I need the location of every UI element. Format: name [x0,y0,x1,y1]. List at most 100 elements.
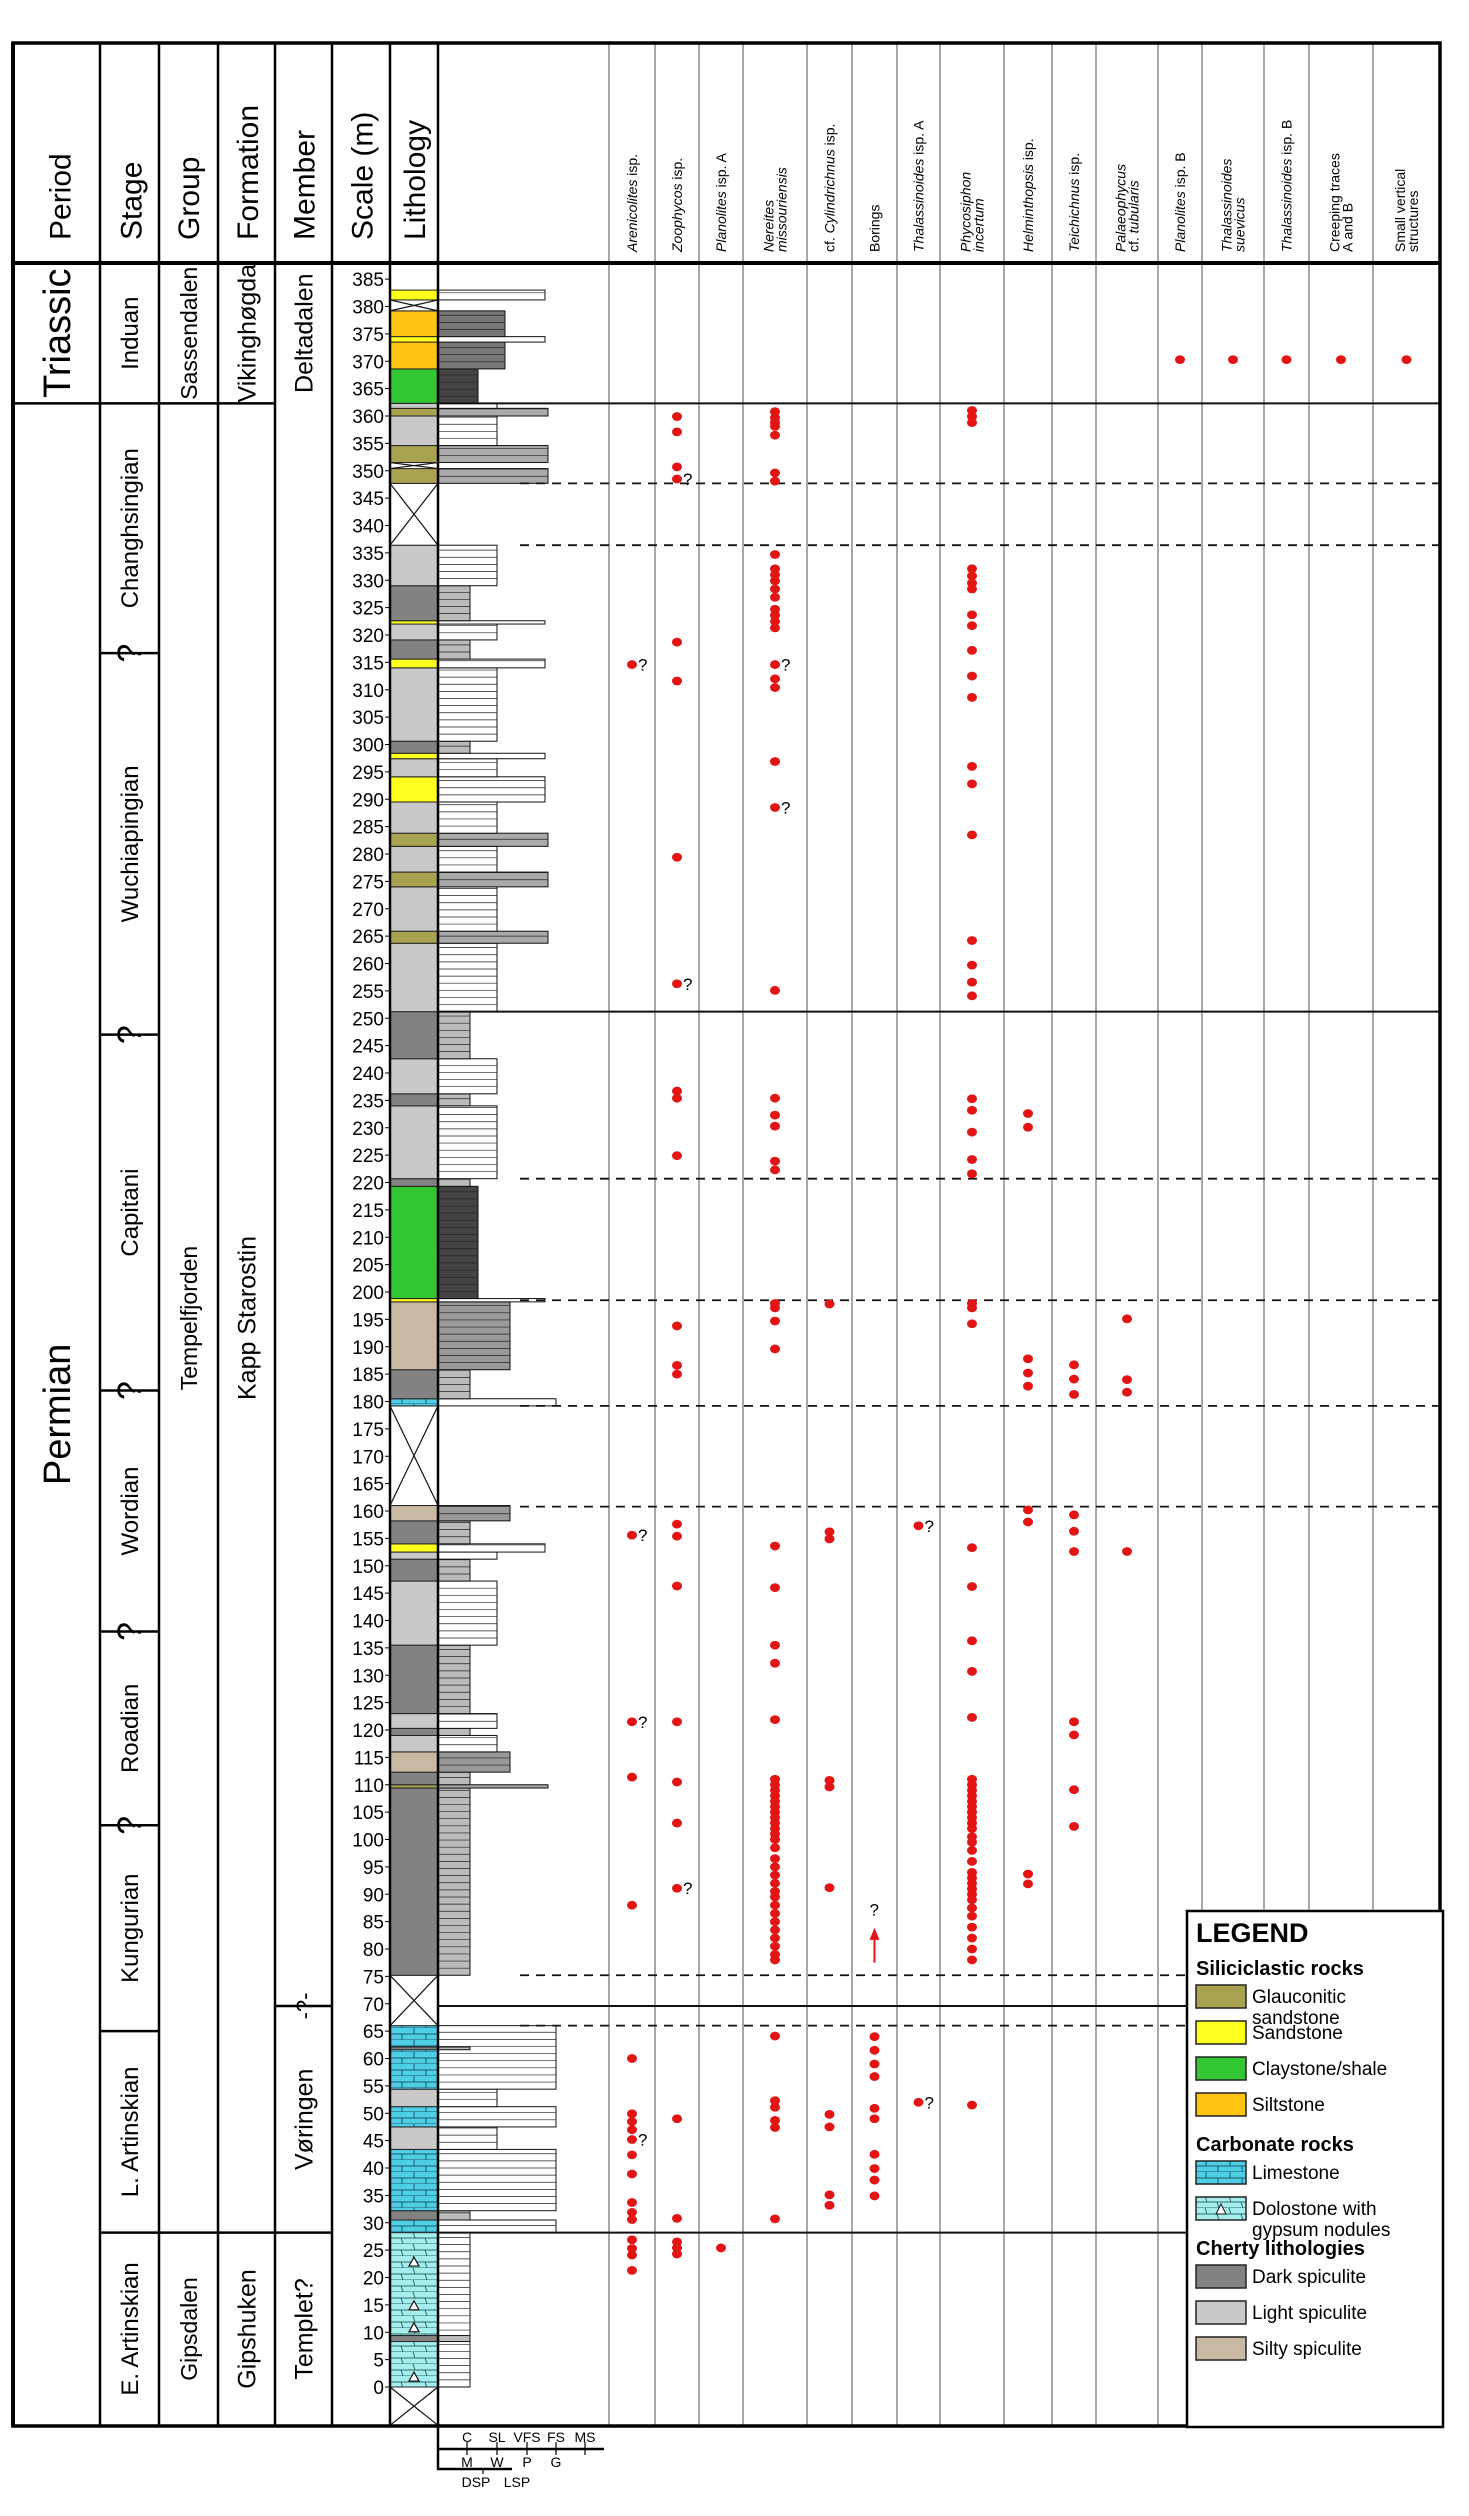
profile-bed [437,407,549,417]
uncertain-stage-boundary: ? [111,1381,149,1400]
occurrence-dot [967,1922,977,1932]
occurrence-dot [627,1772,637,1782]
occurrence-dot [770,422,780,431]
legend-swatch-sandstone [1195,2020,1247,2045]
lithology-bed-dark [389,2046,439,2051]
occurrence-dot [627,660,637,669]
trace-fossil-label-part: isp. A [713,153,729,192]
occurrence-dot [967,1895,977,1905]
profile-bed [437,1551,498,1560]
trace-fossil-label-part: Arenicolites [624,180,640,253]
scale-tick-label: 10 [363,2323,384,2344]
occurrence-dot [967,1636,977,1646]
occurrence-dot [967,991,977,1001]
legend-item-label: Limestone [1252,2163,1340,2184]
occurrence-dot [967,1094,977,1104]
occurrence-dot [967,645,977,655]
lithology-bed-light [389,801,439,834]
occurrence-dot [770,570,780,580]
occurrence-dot [770,430,780,440]
trace-fossil-label-part: missouriensis [774,167,790,252]
trace-fossil-label-part: isp. B [1279,120,1295,159]
scale-tick-label: 265 [352,927,384,948]
trace-fossil-label: Planolites isp. B [1172,152,1188,252]
scale-tick-label: 225 [352,1146,384,1167]
lithology-bed-light [389,415,439,447]
occurrence-dot [770,683,780,692]
grain-label: FS [547,2429,565,2445]
occurrence-dot [1401,355,1412,365]
member-uncertain-label: -?- [292,1992,317,2019]
occurrence-dot [869,2191,880,2201]
lithology-bed-limestone [389,2106,439,2128]
trace-fossil-label: Zoophycos isp. [669,158,685,253]
profile-bed [437,752,546,760]
occurrence-dot [967,412,977,421]
occurrence-dot [869,2175,880,2185]
occurrence-dot [824,2122,835,2132]
profile-bed [437,310,506,338]
occurrence-dot [770,1862,780,1872]
stages-label: L. Artinskian [117,2066,144,2197]
scale-tick-label: 160 [352,1502,384,1523]
scale-tick-label: 325 [352,599,384,620]
occurrence-dot [770,1909,780,1918]
lithology-bed-limestone [389,1398,439,1407]
scale-tick-label: 260 [352,955,384,976]
occurrence-dot [824,1883,835,1893]
scale-tick-label: 300 [352,736,384,757]
occurrence-dot [967,564,977,574]
lithology-bed-light [389,667,439,742]
uncertain-stage-boundary: ? [111,644,149,663]
scale-tick-label: 45 [363,2132,384,2153]
scale-tick-label: 295 [352,763,384,784]
scale-tick-label: 330 [352,571,384,592]
trace-fossil-label-part: Thalassinoides [1219,159,1235,252]
lithology-bed-light [389,845,439,873]
occurrence-dot [1069,1730,1079,1740]
occurrence-dot [770,616,780,626]
profile-bed [437,1751,511,1773]
trace-fossil-label-part: Cylindrichnus [822,149,838,233]
trace-fossil-label: Teichichnus isp. [1066,153,1082,252]
occurrence-dot [869,2032,880,2041]
uncertain-stage-boundary: ? [111,1025,149,1044]
trace-fossil-label: A and B [1340,203,1356,252]
occurrence-dot [770,1878,780,1888]
occurrence-dot [967,1127,977,1137]
occurrence-dot [627,2125,637,2135]
lithology-bed-dark [389,740,439,754]
scale-tick-label: 350 [352,462,384,483]
stages-label: Changhsingian [117,448,144,608]
occurrence-dot [627,2198,637,2207]
occurrence-dot [770,610,780,620]
scale-tick-label: 35 [363,2186,384,2207]
legend-item-label: Claystone/shale [1252,2059,1387,2080]
profile-bed [437,1787,471,1976]
profile-bed [437,2025,557,2090]
occurrence-dot [869,2114,880,2124]
header-lithology: Lithology [399,120,432,240]
occurrence-dot [1122,1547,1132,1556]
profile-bed [437,2148,557,2212]
gypsum-nodule-icon [407,2255,421,2267]
occurrence-dot [627,2235,637,2245]
scale-tick-label: 20 [363,2269,384,2290]
occurrence-dot [770,2096,780,2106]
occurrence-dot [627,1530,637,1540]
unexposed-cross [389,482,439,546]
trace-fossil-label: missouriensis [774,167,790,252]
scale-tick-label: 15 [363,2296,384,2317]
occurrence-dot [672,2114,682,2124]
profile-bed [437,2219,557,2234]
occurrence-dot [1023,1381,1033,1391]
occurrence-dot [1023,1879,1033,1889]
lithology-bed-light [389,544,439,587]
occurrence-dot [770,468,780,478]
occurrence-dot [1023,1517,1033,1527]
occurrence-dot [967,1824,977,1833]
scale-tick-label: 150 [352,1557,384,1578]
occurrence-dot [1069,1821,1079,1831]
legend-item-label: Dark spiculite [1252,2267,1366,2288]
